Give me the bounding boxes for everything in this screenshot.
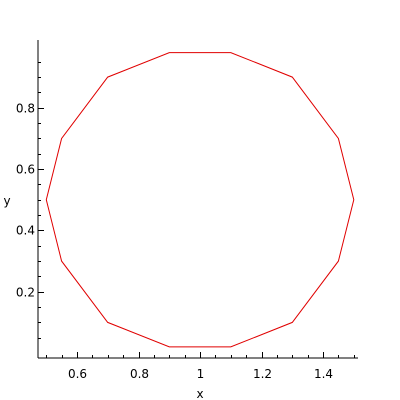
y-tick-label: 0.8 — [16, 102, 35, 116]
x-tick-label: 0.6 — [68, 367, 87, 381]
major-ticks — [38, 108, 324, 358]
y-tick-labels: 0.2 0.4 0.6 0.8 — [16, 102, 35, 300]
x-tick-label: 1 — [197, 367, 205, 381]
x-tick-label: 1.2 — [253, 367, 272, 381]
series-layer — [45, 52, 355, 348]
x-tick-labels: 0.6 0.8 1 1.2 1.4 — [68, 367, 333, 381]
x-axis-title: x — [196, 387, 203, 400]
x-tick-label: 0.8 — [130, 367, 149, 381]
y-axis-title: y — [3, 194, 10, 208]
x-tick-label: 1.4 — [314, 367, 333, 381]
y-tick-label: 0.6 — [16, 163, 35, 177]
polygon-series-line — [45, 52, 355, 348]
y-tick-label: 0.2 — [16, 286, 35, 300]
y-tick-label: 0.4 — [16, 224, 35, 238]
